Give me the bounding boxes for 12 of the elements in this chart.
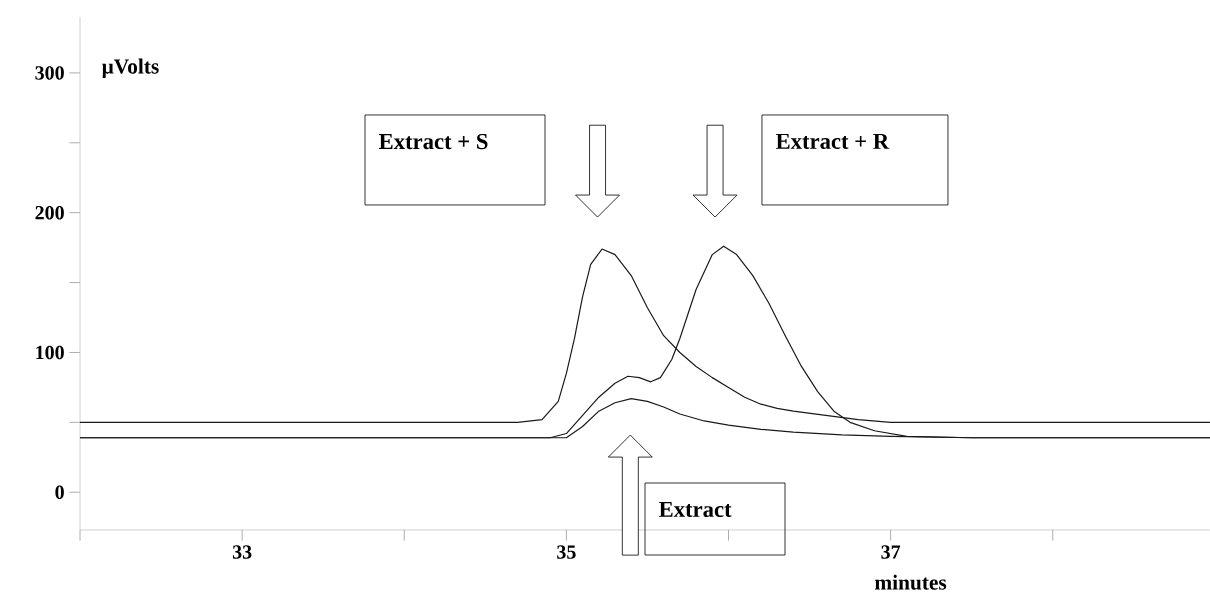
x-tick-label: 33 — [232, 545, 252, 559]
x-tick-label: 35 — [557, 545, 576, 559]
y-tick-label: 200 — [35, 205, 64, 220]
annotation: Extract + S — [379, 133, 488, 150]
y-axis-title: μVolts — [101, 58, 159, 78]
annotation: Extract + R — [775, 133, 890, 149]
x-axis-title: minutes — [874, 574, 947, 590]
annotation: Extract — [659, 501, 732, 517]
x-tick-label: 37 — [881, 545, 901, 559]
y-tick-label: 300 — [35, 66, 64, 80]
y-tick-label: 0 — [55, 485, 64, 499]
y-tick-label: 100 — [36, 345, 64, 360]
